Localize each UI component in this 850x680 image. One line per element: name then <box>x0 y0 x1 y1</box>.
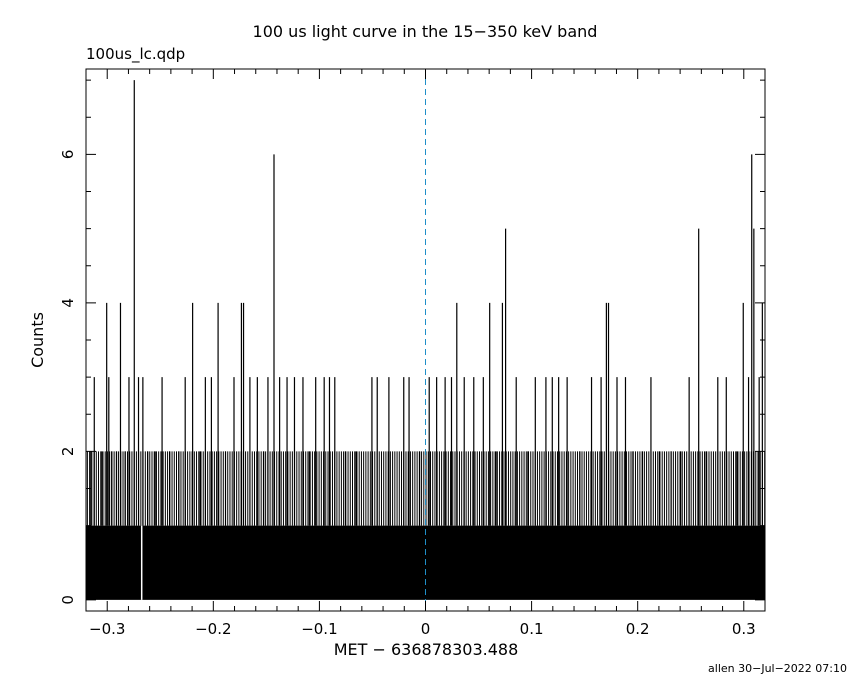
x-tick-label: 0.2 <box>626 620 650 638</box>
x-tick-label: −0.3 <box>89 620 125 638</box>
chart-title: 100 us light curve in the 15−350 keV ban… <box>252 22 598 41</box>
y-axis-label: Counts <box>28 312 47 368</box>
axes: −0.3 −0.2 −0.1 0 0.1 0.2 0.3 0 2 4 6 <box>59 68 766 638</box>
x-axis-label: MET − 636878303.488 <box>333 640 519 659</box>
x-tick-label: 0.1 <box>520 620 544 638</box>
y-tick-label: 4 <box>59 298 77 308</box>
x-tick-label: −0.2 <box>195 620 231 638</box>
light-curve-series <box>86 69 766 611</box>
file-label: 100us_lc.qdp <box>86 45 186 63</box>
y-tick-label: 0 <box>59 595 77 605</box>
x-tick-label: 0.3 <box>732 620 756 638</box>
x-tick-label: 0 <box>421 620 431 638</box>
x-tick-label: −0.1 <box>301 620 337 638</box>
y-tick-label: 2 <box>59 447 77 457</box>
y-tick-label: 6 <box>59 150 77 160</box>
footer-label: allen 30−Jul−2022 07:10 <box>708 662 847 675</box>
